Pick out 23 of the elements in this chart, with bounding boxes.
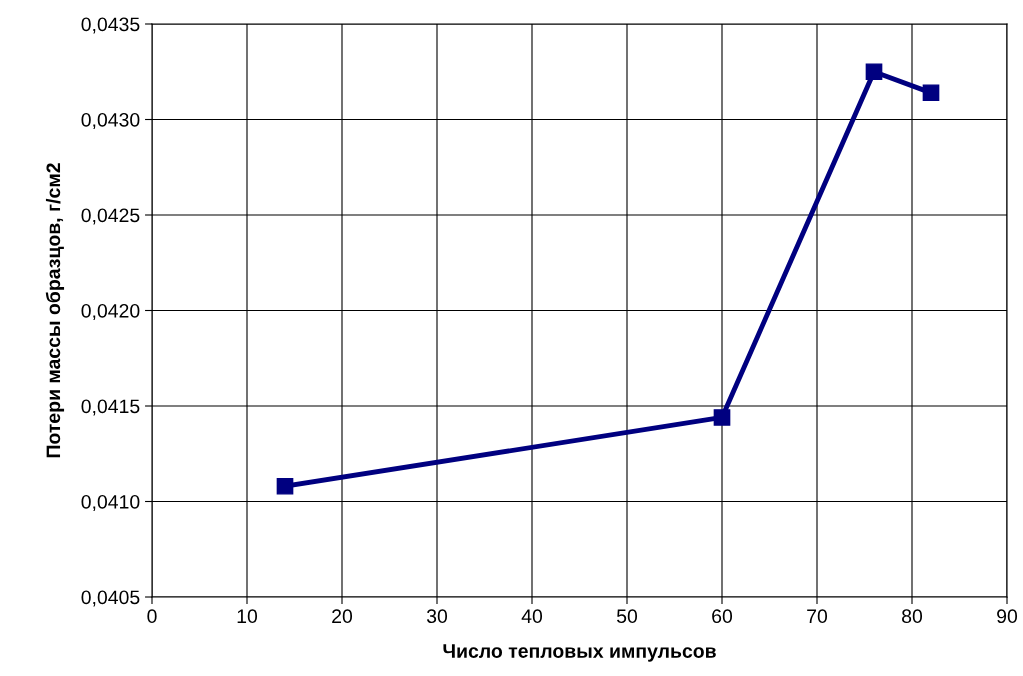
y-tick-label: 0,0405 bbox=[81, 590, 140, 607]
x-tick-label: 40 bbox=[521, 609, 543, 624]
y-tick-label: 0,0430 bbox=[81, 112, 140, 130]
x-tick-label: 60 bbox=[712, 609, 733, 624]
point bbox=[922, 84, 940, 102]
x-tick-label: 30 bbox=[426, 609, 448, 624]
y-tick-label: 0,0425 bbox=[81, 208, 140, 225]
x-axis-title: Число тепловых импульсов bbox=[443, 644, 716, 662]
x-tick-label: 50 bbox=[616, 609, 638, 624]
point bbox=[865, 63, 883, 81]
x-tick-label: 90 bbox=[997, 609, 1018, 624]
y-tick-label: 0,0415 bbox=[81, 399, 140, 416]
x-tick-label: 10 bbox=[237, 609, 258, 624]
y-tick-label: 0,0435 bbox=[81, 17, 140, 34]
y-tick-label: 0,0420 bbox=[81, 303, 140, 321]
x-tick-label: 80 bbox=[902, 609, 923, 624]
x-tick-label: 0 bbox=[147, 609, 157, 624]
y-tick-label: 0,0410 bbox=[81, 494, 140, 512]
y-axis-title: Потери массы образцов, г/см2 bbox=[45, 163, 65, 458]
point bbox=[713, 409, 731, 426]
x-tick-label: 20 bbox=[332, 609, 353, 624]
point bbox=[276, 477, 294, 495]
x-tick-label: 70 bbox=[807, 609, 828, 624]
